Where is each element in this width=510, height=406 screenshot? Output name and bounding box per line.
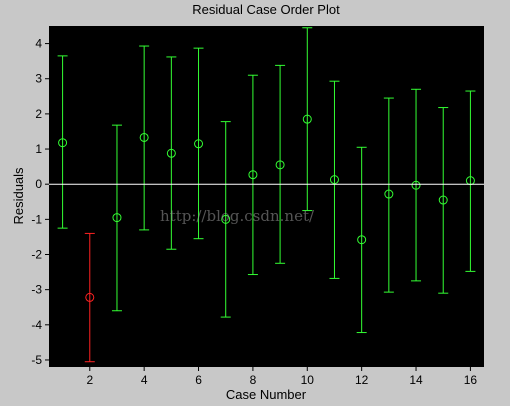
- residual-marker-9: [275, 160, 285, 170]
- data-point-6: [193, 47, 204, 240]
- chart-marks: [57, 27, 476, 363]
- residual-marker-1: [58, 138, 68, 148]
- y-axis-label: Residuals: [11, 167, 26, 225]
- residual-marker-2: [85, 292, 95, 302]
- residual-marker-10: [302, 114, 312, 124]
- x-tick-label-4: 4: [141, 373, 148, 387]
- data-point-13: [383, 97, 394, 293]
- x-tick-label-8: 8: [250, 373, 257, 387]
- x-tick-label-14: 14: [409, 373, 423, 387]
- x-tick-label-6: 6: [195, 373, 202, 387]
- data-point-1: [57, 55, 68, 229]
- data-point-14: [411, 88, 422, 282]
- x-tick-label-10: 10: [301, 373, 315, 387]
- data-point-4: [139, 45, 150, 231]
- data-point-5: [166, 56, 177, 250]
- residual-marker-12: [357, 235, 367, 245]
- y-tick-label-2: 2: [35, 107, 42, 121]
- residual-marker-14: [411, 180, 421, 190]
- residual-marker-8: [248, 170, 258, 180]
- y-axis: -5 -4 -3 -2 -1 0 1 2 3 4: [31, 37, 49, 367]
- data-point-12: [356, 146, 367, 334]
- residual-marker-6: [194, 139, 204, 149]
- y-tick-label--4: -4: [31, 318, 42, 332]
- watermark: http://blog.csdn.net/: [160, 207, 315, 225]
- chart-title: Residual Case Order Plot: [192, 2, 340, 17]
- data-point-9: [275, 64, 286, 264]
- x-tick-label-12: 12: [355, 373, 369, 387]
- residual-marker-15: [438, 195, 448, 205]
- y-tick-label--5: -5: [31, 353, 42, 367]
- data-point-11: [329, 80, 340, 279]
- residual-marker-3: [112, 213, 122, 223]
- y-tick-label--2: -2: [31, 248, 42, 262]
- x-axis-label: Case Number: [226, 387, 307, 402]
- residual-marker-5: [166, 148, 176, 158]
- data-point-10: [302, 27, 313, 212]
- y-tick-label--3: -3: [31, 283, 42, 297]
- data-point-15: [438, 107, 449, 294]
- y-tick-label-3: 3: [35, 72, 42, 86]
- residual-marker-13: [384, 189, 394, 199]
- x-tick-label-2: 2: [86, 373, 93, 387]
- y-tick-label-0: 0: [35, 177, 42, 191]
- y-tick-label-1: 1: [35, 142, 42, 156]
- data-point-7: [220, 121, 231, 318]
- data-point-3: [111, 124, 122, 312]
- x-axis: 2 4 6 8 10 12 14 16: [86, 367, 477, 387]
- data-point-2: [84, 232, 95, 363]
- residual-marker-4: [139, 132, 149, 142]
- y-tick-label-4: 4: [35, 37, 42, 51]
- plot-area: [49, 26, 484, 367]
- residual-marker-7: [221, 214, 231, 224]
- data-point-8: [247, 74, 258, 276]
- x-tick-label-16: 16: [464, 373, 478, 387]
- residual-marker-11: [329, 175, 339, 185]
- y-tick-label--1: -1: [31, 212, 42, 226]
